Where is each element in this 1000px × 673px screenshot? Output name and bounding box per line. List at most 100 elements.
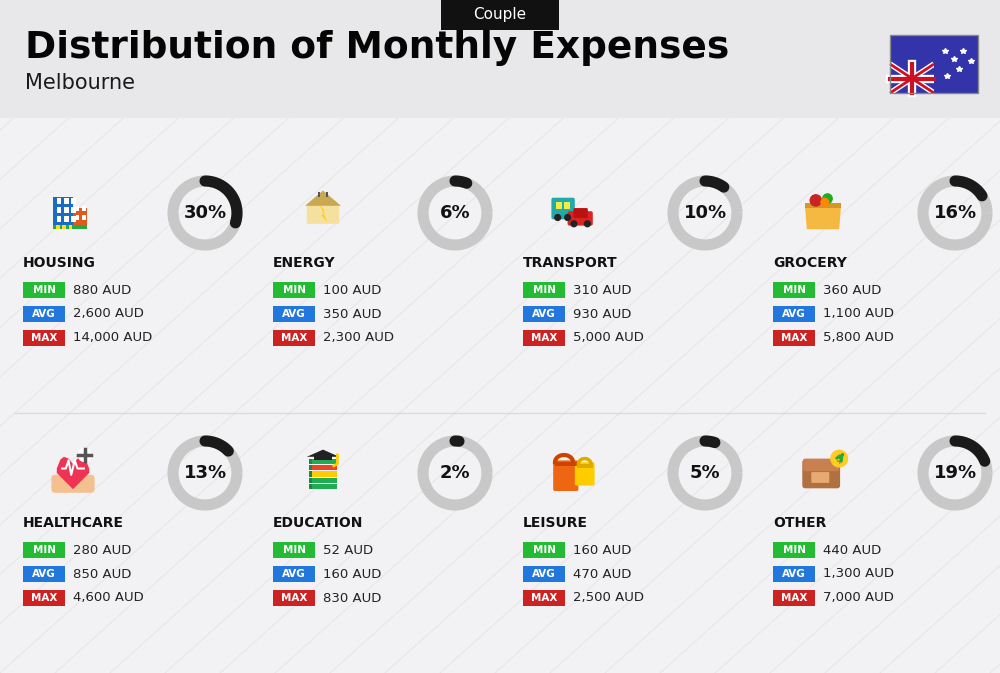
Bar <box>57 207 61 213</box>
Bar <box>0 0 1000 118</box>
Bar <box>318 192 320 197</box>
Bar <box>23 330 65 346</box>
Text: 2,500 AUD: 2,500 AUD <box>573 592 644 604</box>
Bar <box>23 590 65 606</box>
Bar <box>577 464 593 468</box>
Text: 280 AUD: 280 AUD <box>73 544 131 557</box>
Text: AVG: AVG <box>282 309 306 319</box>
Bar <box>71 207 76 213</box>
Bar <box>523 542 565 558</box>
Text: 52 AUD: 52 AUD <box>323 544 373 557</box>
Bar <box>309 471 312 476</box>
Bar <box>23 306 65 322</box>
Text: 5,000 AUD: 5,000 AUD <box>573 332 644 345</box>
Polygon shape <box>307 450 339 457</box>
Bar <box>62 225 66 229</box>
Text: AVG: AVG <box>782 309 806 319</box>
Bar <box>773 330 815 346</box>
Text: MIN: MIN <box>32 545 56 555</box>
Text: Couple: Couple <box>473 7 527 22</box>
Bar <box>56 225 60 229</box>
Bar <box>523 590 565 606</box>
Text: $: $ <box>835 454 843 464</box>
Text: GROCERY: GROCERY <box>773 256 847 270</box>
Polygon shape <box>57 457 89 489</box>
Text: AVG: AVG <box>282 569 306 579</box>
Text: HEALTHCARE: HEALTHCARE <box>23 516 124 530</box>
Bar <box>523 282 565 298</box>
Bar <box>309 478 312 483</box>
Text: 6%: 6% <box>440 204 470 222</box>
Text: MAX: MAX <box>531 593 557 603</box>
Bar <box>890 35 978 93</box>
Bar <box>934 35 978 93</box>
Text: Melbourne: Melbourne <box>25 73 135 93</box>
Bar <box>273 590 315 606</box>
Bar <box>71 198 76 204</box>
Bar <box>314 455 332 460</box>
Text: 16%: 16% <box>933 204 977 222</box>
Text: ENERGY: ENERGY <box>273 256 336 270</box>
Text: 1,300 AUD: 1,300 AUD <box>823 567 894 581</box>
Text: 30%: 30% <box>183 204 227 222</box>
Bar <box>53 225 87 229</box>
Text: OTHER: OTHER <box>773 516 826 530</box>
Bar <box>82 206 86 211</box>
Text: MIN: MIN <box>532 545 556 555</box>
Text: 10%: 10% <box>683 204 727 222</box>
Text: 2,600 AUD: 2,600 AUD <box>73 308 144 320</box>
Bar <box>53 197 73 229</box>
Bar <box>76 215 79 220</box>
Text: MIN: MIN <box>532 285 556 295</box>
Bar <box>523 330 565 346</box>
Bar <box>23 542 65 558</box>
Text: 4,600 AUD: 4,600 AUD <box>73 592 144 604</box>
Text: AVG: AVG <box>32 569 56 579</box>
Text: MAX: MAX <box>31 593 57 603</box>
Bar <box>273 542 315 558</box>
Bar <box>273 306 315 322</box>
Text: 470 AUD: 470 AUD <box>573 567 631 581</box>
Text: MAX: MAX <box>281 593 307 603</box>
Text: MAX: MAX <box>781 593 807 603</box>
Text: MIN: MIN <box>283 545 306 555</box>
Circle shape <box>554 214 561 221</box>
Bar <box>273 566 315 582</box>
FancyBboxPatch shape <box>811 472 829 483</box>
Bar <box>64 216 68 222</box>
Text: 310 AUD: 310 AUD <box>573 283 632 297</box>
Bar <box>273 330 315 346</box>
Text: 5,800 AUD: 5,800 AUD <box>823 332 894 345</box>
FancyBboxPatch shape <box>551 198 575 219</box>
Circle shape <box>822 193 833 204</box>
Bar <box>523 566 565 582</box>
Polygon shape <box>305 190 341 206</box>
Bar <box>773 566 815 582</box>
Bar <box>773 590 815 606</box>
Circle shape <box>584 220 591 227</box>
Bar <box>23 282 65 298</box>
Bar <box>556 202 562 209</box>
Text: 830 AUD: 830 AUD <box>323 592 381 604</box>
Bar <box>309 484 337 489</box>
Bar <box>71 216 76 222</box>
Bar <box>57 216 61 222</box>
FancyBboxPatch shape <box>51 474 95 493</box>
Text: 350 AUD: 350 AUD <box>323 308 382 320</box>
Circle shape <box>78 448 92 462</box>
Bar <box>76 206 79 211</box>
Bar <box>805 203 841 207</box>
Text: 930 AUD: 930 AUD <box>573 308 631 320</box>
Text: AVG: AVG <box>32 309 56 319</box>
Bar <box>309 478 337 483</box>
Text: HOUSING: HOUSING <box>23 256 96 270</box>
Text: MIN: MIN <box>283 285 306 295</box>
Bar <box>309 458 312 464</box>
Bar <box>64 198 68 204</box>
Text: AVG: AVG <box>782 569 806 579</box>
Bar <box>82 215 86 220</box>
FancyBboxPatch shape <box>575 462 595 486</box>
Text: MIN: MIN <box>782 545 806 555</box>
FancyBboxPatch shape <box>803 458 839 471</box>
Bar <box>441 0 559 30</box>
